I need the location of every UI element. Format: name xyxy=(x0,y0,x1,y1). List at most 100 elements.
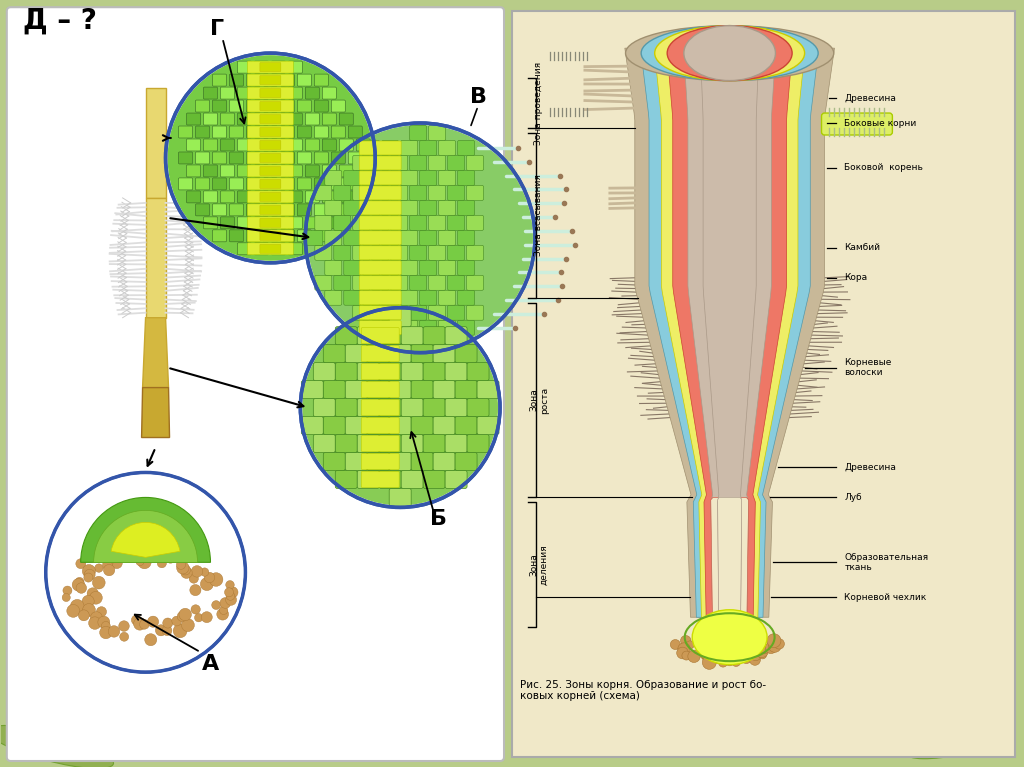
FancyBboxPatch shape xyxy=(412,453,433,470)
FancyBboxPatch shape xyxy=(382,170,398,186)
FancyBboxPatch shape xyxy=(412,380,433,399)
FancyBboxPatch shape xyxy=(429,335,445,351)
FancyBboxPatch shape xyxy=(401,363,423,380)
FancyBboxPatch shape xyxy=(297,152,311,164)
FancyBboxPatch shape xyxy=(362,140,380,156)
FancyBboxPatch shape xyxy=(260,63,281,71)
Circle shape xyxy=(125,617,136,629)
FancyBboxPatch shape xyxy=(260,206,281,214)
FancyBboxPatch shape xyxy=(254,243,268,255)
FancyBboxPatch shape xyxy=(372,156,389,170)
FancyBboxPatch shape xyxy=(423,363,445,380)
FancyBboxPatch shape xyxy=(438,320,456,335)
FancyBboxPatch shape xyxy=(229,178,244,190)
Circle shape xyxy=(91,557,105,571)
FancyBboxPatch shape xyxy=(324,453,345,470)
FancyBboxPatch shape xyxy=(281,126,294,138)
FancyBboxPatch shape xyxy=(263,178,278,190)
FancyBboxPatch shape xyxy=(401,435,423,453)
FancyBboxPatch shape xyxy=(271,191,286,203)
FancyBboxPatch shape xyxy=(204,87,217,99)
FancyBboxPatch shape xyxy=(248,139,293,151)
FancyBboxPatch shape xyxy=(186,165,201,177)
FancyBboxPatch shape xyxy=(186,139,201,151)
FancyBboxPatch shape xyxy=(361,453,399,469)
Circle shape xyxy=(80,613,92,625)
FancyBboxPatch shape xyxy=(429,216,445,230)
FancyBboxPatch shape xyxy=(323,165,336,177)
FancyBboxPatch shape xyxy=(314,275,332,290)
FancyBboxPatch shape xyxy=(400,290,418,305)
FancyBboxPatch shape xyxy=(271,217,286,229)
Text: В: В xyxy=(470,87,487,107)
Text: Зона
роста: Зона роста xyxy=(529,387,549,413)
FancyBboxPatch shape xyxy=(429,275,445,290)
FancyBboxPatch shape xyxy=(212,230,226,242)
FancyBboxPatch shape xyxy=(229,100,244,112)
Circle shape xyxy=(72,561,85,574)
FancyBboxPatch shape xyxy=(361,382,399,397)
Ellipse shape xyxy=(0,726,114,767)
FancyBboxPatch shape xyxy=(247,204,260,216)
Circle shape xyxy=(738,657,746,666)
Circle shape xyxy=(145,630,155,640)
Circle shape xyxy=(183,607,196,620)
FancyBboxPatch shape xyxy=(323,87,336,99)
Circle shape xyxy=(226,595,236,604)
Text: Г: Г xyxy=(211,19,224,39)
FancyBboxPatch shape xyxy=(445,363,467,380)
Circle shape xyxy=(108,617,115,625)
FancyBboxPatch shape xyxy=(314,100,329,112)
Polygon shape xyxy=(711,498,749,617)
FancyBboxPatch shape xyxy=(423,327,445,344)
FancyBboxPatch shape xyxy=(438,140,456,156)
FancyBboxPatch shape xyxy=(271,87,286,99)
FancyBboxPatch shape xyxy=(359,231,401,245)
Polygon shape xyxy=(654,48,805,617)
Circle shape xyxy=(138,548,151,559)
Circle shape xyxy=(187,618,201,630)
FancyBboxPatch shape xyxy=(382,140,398,156)
FancyBboxPatch shape xyxy=(335,327,357,344)
FancyBboxPatch shape xyxy=(254,139,268,151)
FancyBboxPatch shape xyxy=(332,100,345,112)
FancyBboxPatch shape xyxy=(254,165,268,177)
FancyBboxPatch shape xyxy=(204,113,217,125)
FancyBboxPatch shape xyxy=(314,126,329,138)
FancyBboxPatch shape xyxy=(359,291,401,304)
FancyBboxPatch shape xyxy=(429,156,445,170)
FancyBboxPatch shape xyxy=(372,186,389,200)
FancyBboxPatch shape xyxy=(281,230,294,242)
FancyBboxPatch shape xyxy=(400,200,418,216)
FancyBboxPatch shape xyxy=(389,416,412,435)
FancyBboxPatch shape xyxy=(220,113,234,125)
Circle shape xyxy=(307,125,532,351)
FancyBboxPatch shape xyxy=(332,178,345,190)
FancyBboxPatch shape xyxy=(447,245,465,260)
FancyBboxPatch shape xyxy=(297,178,311,190)
FancyBboxPatch shape xyxy=(260,88,281,97)
FancyBboxPatch shape xyxy=(334,216,351,230)
FancyBboxPatch shape xyxy=(248,165,293,177)
FancyBboxPatch shape xyxy=(356,139,371,151)
FancyBboxPatch shape xyxy=(455,344,477,363)
Circle shape xyxy=(121,616,132,627)
FancyBboxPatch shape xyxy=(289,165,302,177)
FancyBboxPatch shape xyxy=(389,380,412,399)
FancyBboxPatch shape xyxy=(362,320,380,335)
Circle shape xyxy=(687,648,696,658)
FancyBboxPatch shape xyxy=(204,165,217,177)
FancyBboxPatch shape xyxy=(186,191,201,203)
FancyBboxPatch shape xyxy=(335,399,357,416)
FancyBboxPatch shape xyxy=(323,191,336,203)
Text: Рис. 25. Зоны корня. Образование и рост бо-
ковых корней (схема): Рис. 25. Зоны корня. Образование и рост … xyxy=(520,680,766,701)
FancyBboxPatch shape xyxy=(368,416,389,435)
FancyBboxPatch shape xyxy=(458,260,474,275)
FancyBboxPatch shape xyxy=(389,344,412,363)
Circle shape xyxy=(117,551,131,565)
FancyBboxPatch shape xyxy=(362,260,380,275)
FancyBboxPatch shape xyxy=(260,127,281,137)
Text: Древесина: Древесина xyxy=(845,94,896,103)
Polygon shape xyxy=(142,318,169,387)
FancyBboxPatch shape xyxy=(260,193,281,202)
